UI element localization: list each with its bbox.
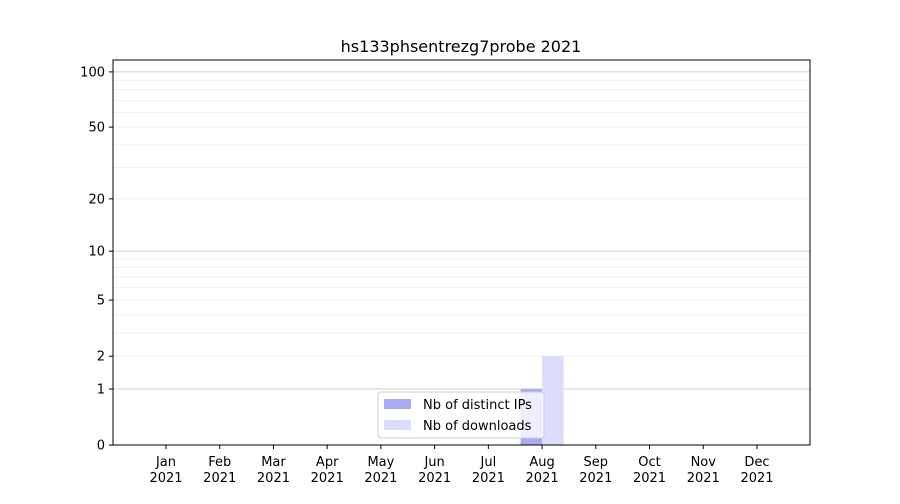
x-tick-label: 2021	[418, 471, 451, 486]
x-tick-label: 2021	[579, 471, 612, 486]
y-tick-label: 100	[80, 65, 105, 80]
x-tick-label: 2021	[740, 471, 773, 486]
x-tick-label: Jul	[480, 455, 497, 470]
x-tick-label: Nov	[691, 455, 717, 470]
y-tick-label: 0	[97, 439, 105, 454]
y-tick-label: 1	[97, 382, 105, 397]
legend: Nb of distinct IPs Nb of downloads	[377, 391, 545, 439]
x-tick-label: 2021	[364, 471, 397, 486]
x-tick-label: Aug	[529, 455, 554, 470]
y-axis: 0 1 2 5 10 20 50 100	[80, 65, 113, 454]
x-tick-label: 2021	[149, 471, 182, 486]
legend-swatch-ips	[384, 399, 411, 409]
y-tick-label: 10	[88, 245, 105, 260]
legend-label-downloads: Nb of downloads	[423, 419, 532, 434]
x-axis: Jan2021Feb2021Mar2021Apr2021May2021Jun20…	[149, 445, 774, 486]
x-tick-label: 2021	[311, 471, 344, 486]
y-tick-label: 20	[88, 192, 105, 207]
x-tick-label: Dec	[744, 455, 769, 470]
y-tick-label: 2	[97, 350, 105, 365]
axes-frame	[112, 59, 811, 446]
x-tick-label: Feb	[208, 455, 231, 470]
chart-title: hs133phsentrezg7probe 2021	[341, 37, 582, 56]
x-tick-label: 2021	[633, 471, 666, 486]
x-tick-label: Jun	[423, 455, 444, 470]
legend-swatch-downloads	[384, 420, 411, 430]
legend-label-ips: Nb of distinct IPs	[423, 398, 532, 413]
x-tick-label: Sep	[584, 455, 609, 470]
y-tick-label: 5	[97, 294, 105, 309]
grid	[113, 71, 810, 390]
x-tick-label: 2021	[472, 471, 505, 486]
bar-downloads	[542, 356, 564, 445]
x-tick-label: Oct	[638, 455, 660, 470]
y-tick-label: 50	[88, 121, 105, 136]
x-tick-label: Mar	[261, 455, 286, 470]
x-tick-label: May	[367, 455, 394, 470]
x-tick-label: 2021	[687, 471, 720, 486]
x-tick-label: 2021	[526, 471, 559, 486]
x-tick-label: Apr	[316, 455, 339, 470]
x-tick-label: 2021	[257, 471, 290, 486]
x-tick-label: 2021	[203, 471, 236, 486]
x-tick-label: Jan	[155, 455, 176, 470]
